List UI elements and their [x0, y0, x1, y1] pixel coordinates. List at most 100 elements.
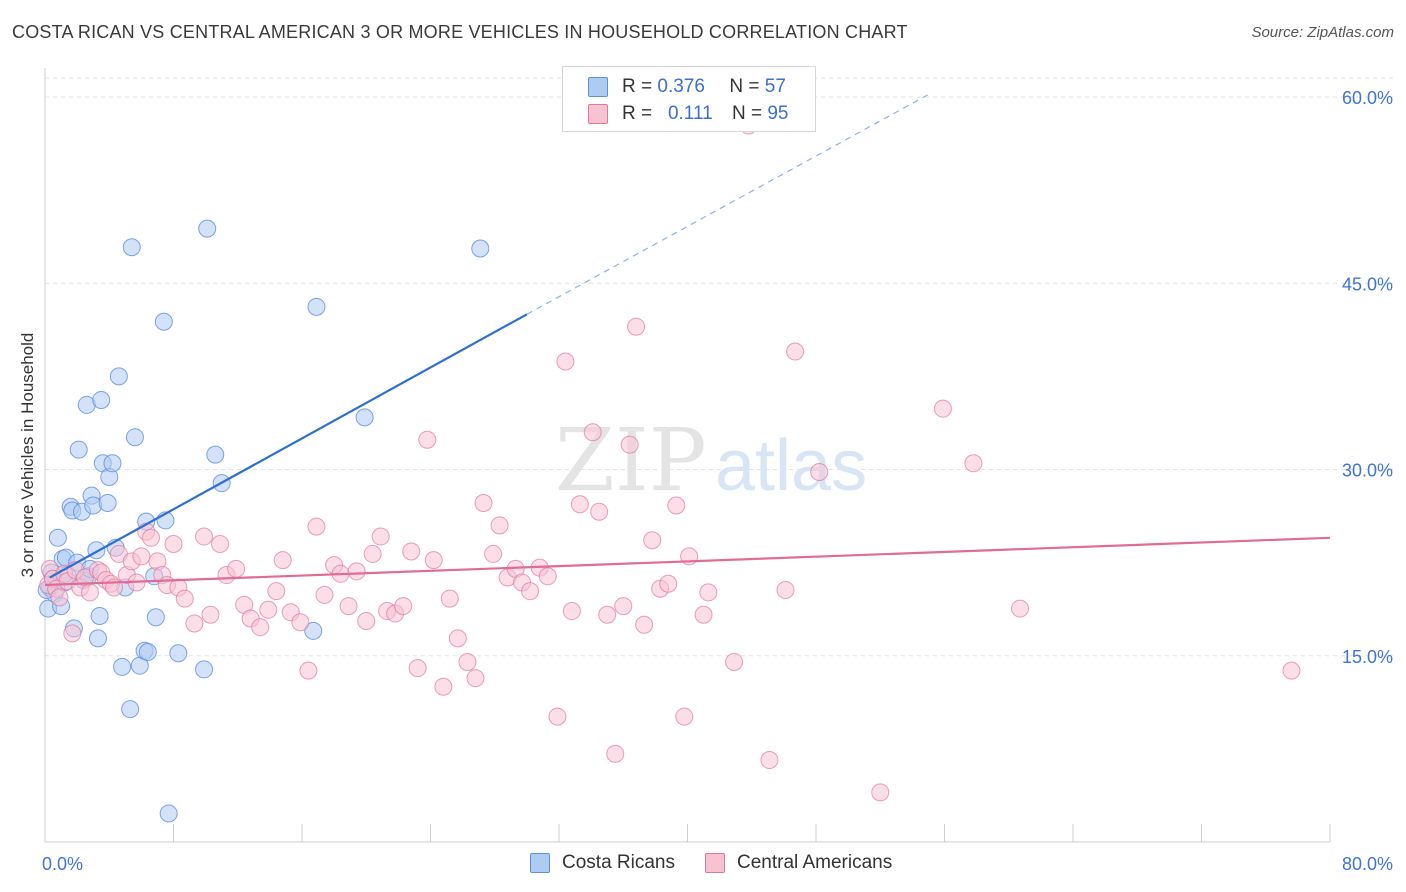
point-central-american [521, 582, 540, 601]
watermark-zip: ZIP [555, 411, 707, 511]
point-central-american [458, 652, 477, 671]
legend-n-value: 57 [764, 76, 786, 97]
legend-label-costa-ricans: Costa Ricans [562, 852, 675, 873]
point-costa-rican [98, 494, 117, 513]
point-central-american [490, 516, 509, 535]
y-tick-label: 15.0% [1342, 647, 1393, 667]
point-central-american [185, 614, 204, 633]
point-costa-rican [48, 528, 67, 547]
point-central-american [635, 615, 654, 634]
point-costa-rican [471, 239, 490, 258]
point-costa-rican [355, 408, 374, 427]
legend-r-label: R = [622, 76, 653, 97]
point-central-american [659, 574, 678, 593]
point-central-american [1010, 599, 1029, 618]
point-costa-rican [138, 643, 157, 662]
point-central-american [394, 597, 413, 616]
point-central-american [347, 562, 366, 581]
point-central-american [760, 751, 779, 770]
point-costa-rican [89, 629, 108, 648]
point-costa-rican [195, 660, 214, 679]
legend-swatch-blue [588, 77, 608, 97]
legend-label-central-americans: Central Americans [737, 852, 893, 873]
trend-line-costa-ricans [49, 313, 528, 579]
legend-swatch-costa-ricans [530, 853, 550, 873]
legend-row-central-americans: R = 0.111 N = 95 [588, 102, 788, 126]
point-central-american [195, 527, 214, 546]
legend-r-value: 0.111 [667, 103, 713, 124]
point-central-american [175, 589, 194, 608]
legend-swatch-central-americans [705, 853, 725, 873]
point-central-american [339, 597, 358, 616]
point-central-american [80, 583, 99, 602]
point-central-american [267, 582, 286, 601]
point-costa-rican [154, 312, 173, 331]
source-label: Source: ZipAtlas.com [1251, 24, 1394, 41]
point-central-american [418, 430, 437, 449]
point-central-american [556, 352, 575, 371]
point-central-american [315, 585, 334, 604]
point-central-american [201, 605, 220, 624]
point-central-american [548, 707, 567, 726]
watermark: ZIP atlas [555, 411, 867, 511]
point-central-american [484, 544, 503, 563]
costa-ricans-points [37, 219, 490, 823]
trend-lines [44, 93, 1331, 587]
point-central-american [675, 707, 694, 726]
point-central-american [363, 544, 382, 563]
chart-title: COSTA RICAN VS CENTRAL AMERICAN 3 OR MOR… [12, 22, 908, 42]
point-central-american [63, 624, 82, 643]
point-costa-rican [109, 367, 128, 386]
point-central-american [50, 588, 69, 607]
legend-row-costa-ricans: R = 0.376 N = 57 [588, 75, 786, 99]
point-central-american [251, 618, 270, 637]
legend-swatch-pink [588, 104, 608, 124]
point-central-american [448, 629, 467, 648]
legend-item-central-americans[interactable]: Central Americans [705, 852, 892, 874]
point-central-american [699, 583, 718, 602]
series-legend: Costa Ricans Central Americans [530, 852, 922, 874]
point-central-american [434, 677, 453, 696]
point-costa-rican [103, 454, 122, 473]
point-costa-rican [92, 390, 111, 409]
point-costa-rican [122, 238, 141, 257]
point-central-american [142, 528, 161, 547]
point-central-american [474, 494, 493, 513]
point-central-american [164, 535, 183, 553]
point-central-american [466, 669, 485, 688]
point-central-american [538, 567, 557, 586]
tick-labels: 15.0% 30.0% 45.0% 60.0% 0.0% 80.0% [42, 88, 1393, 874]
x-tick-label: 80.0% [1342, 854, 1393, 874]
legend-n-label: N = [729, 76, 760, 97]
y-tick-label: 45.0% [1342, 274, 1393, 294]
point-central-american [667, 496, 686, 515]
point-costa-rican [159, 804, 178, 823]
point-central-american [307, 517, 326, 536]
trend-line-central-americans [44, 536, 1331, 587]
point-costa-rican [125, 428, 144, 447]
point-central-american [598, 605, 617, 624]
point-central-american [627, 317, 646, 336]
correlation-legend: R = 0.376 N = 57 R = 0.111 N = 95 [562, 66, 816, 132]
point-central-american [590, 502, 609, 521]
point-costa-rican [307, 297, 326, 316]
point-central-american [810, 462, 829, 481]
point-central-american [402, 542, 421, 561]
point-central-american [1282, 661, 1301, 680]
point-central-american [408, 659, 427, 678]
point-costa-rican [90, 607, 109, 626]
point-central-american [643, 531, 662, 550]
point-central-american [291, 613, 310, 632]
point-central-american [694, 605, 713, 624]
point-costa-rican [113, 657, 132, 676]
point-central-american [871, 783, 890, 802]
point-central-american [440, 589, 459, 608]
y-tick-label: 30.0% [1342, 461, 1393, 481]
point-costa-rican [304, 621, 323, 640]
y-tick-label: 60.0% [1342, 88, 1393, 108]
point-central-american [227, 559, 246, 578]
point-central-american [725, 652, 744, 671]
legend-item-costa-ricans[interactable]: Costa Ricans [530, 852, 675, 874]
point-costa-rican [206, 445, 225, 464]
